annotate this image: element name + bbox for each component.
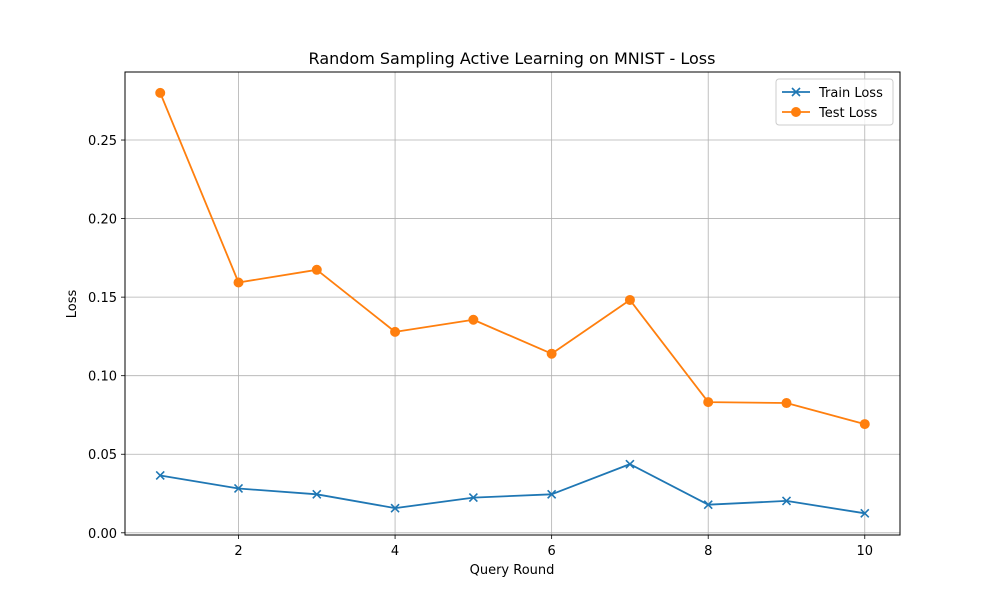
series-layer <box>155 87 870 518</box>
legend: Train Loss Test Loss <box>775 78 894 126</box>
train-loss-point <box>390 503 400 513</box>
train-loss-series <box>155 459 870 518</box>
legend-label: Test Loss <box>818 106 877 121</box>
train-loss-line <box>160 463 865 515</box>
test-loss-point <box>781 398 792 409</box>
train-loss-point <box>781 496 792 506</box>
chart-title: Random Sampling Active Learning on MNIST… <box>309 49 716 68</box>
legend-label: Train Loss <box>818 86 883 101</box>
test-loss-point <box>233 277 244 288</box>
x-tick-label: 2 <box>234 544 242 559</box>
legend-entry-test-loss: Test Loss <box>782 106 877 121</box>
train-loss-point <box>703 500 713 510</box>
y-tick-label: 0.25 <box>88 134 117 149</box>
test-loss-point <box>546 348 557 359</box>
test-loss-line <box>159 92 866 425</box>
x-tick-label: 6 <box>548 544 556 559</box>
train-loss-point <box>625 459 635 469</box>
test-loss-point <box>155 87 166 98</box>
y-tick-label: 0.10 <box>88 370 117 385</box>
x-tick-label: 10 <box>856 544 873 559</box>
y-axis-label: Loss <box>65 290 80 319</box>
test-loss-series <box>155 87 870 430</box>
test-loss-point <box>624 294 635 305</box>
test-loss-point <box>311 264 322 275</box>
train-loss-point <box>155 470 165 481</box>
train-loss-point <box>468 493 478 503</box>
x-tick-label: 8 <box>704 544 712 559</box>
test-loss-point <box>468 314 479 325</box>
legend-entry-train-loss: Train Loss <box>782 86 883 101</box>
legend-box <box>775 78 894 126</box>
train-loss-point <box>547 489 557 499</box>
x-axis-label: Query Round <box>470 563 555 578</box>
test-loss-point <box>859 419 870 430</box>
test-loss-point <box>703 397 714 408</box>
x-tick-label: 4 <box>391 544 399 559</box>
plot-frame <box>124 71 901 536</box>
y-tick-label: 0.20 <box>88 213 117 228</box>
y-tick-label: 0.15 <box>88 291 117 306</box>
y-tick-label: 0.05 <box>88 448 117 463</box>
train-loss-point <box>860 508 870 518</box>
train-loss-point <box>233 483 244 494</box>
y-tick-label: 0.00 <box>88 527 117 542</box>
axis-ticks: 2 4 6 8 10 0.00 0.05 0.10 0.15 0.20 0.25 <box>88 134 873 559</box>
legend-marker <box>791 87 801 97</box>
grid <box>125 72 900 535</box>
legend-marker <box>791 107 801 117</box>
test-loss-point <box>390 326 401 337</box>
train-loss-point <box>312 489 322 499</box>
